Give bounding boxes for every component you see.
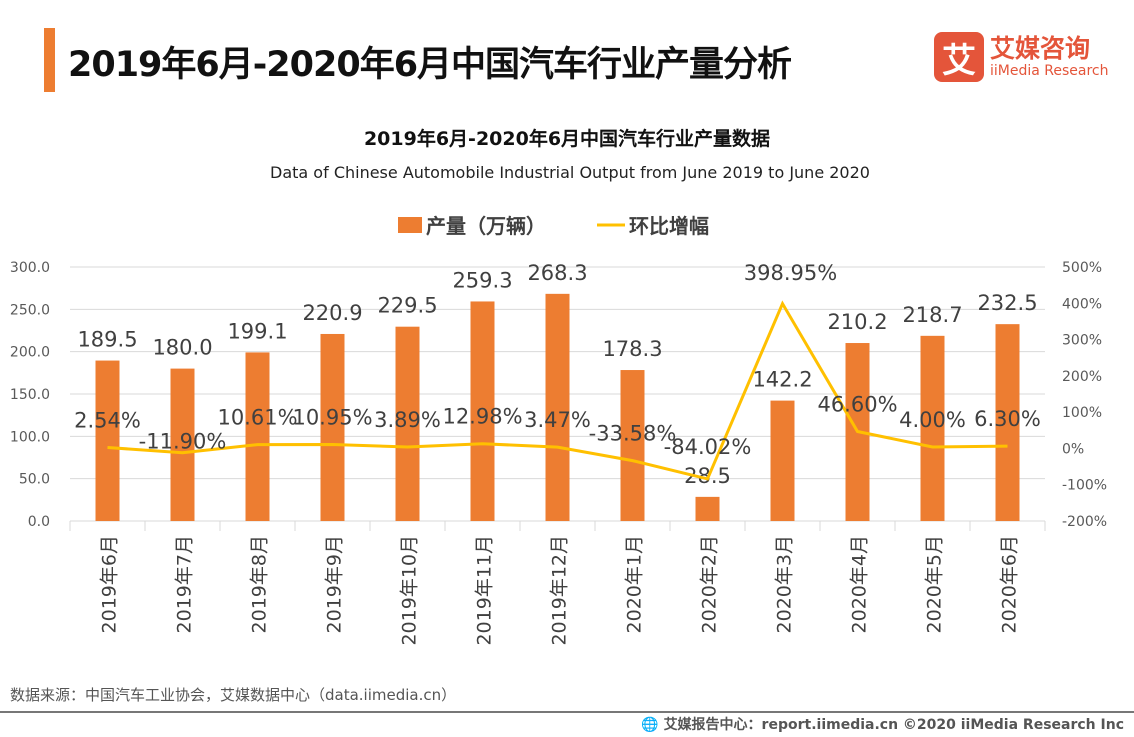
bar xyxy=(545,293,570,521)
line-data-label: -11.90% xyxy=(139,430,227,454)
x-tick-label: 2019年6月 xyxy=(99,535,121,633)
bar xyxy=(320,333,345,521)
x-tick-label: 2020年3月 xyxy=(774,535,796,633)
left-tick-label: 150.0 xyxy=(10,387,50,403)
right-tick-label: 400% xyxy=(1062,296,1102,312)
legend-bar-label: 产量（万辆） xyxy=(426,214,546,238)
x-tick-label: 2020年5月 xyxy=(924,535,946,633)
globe-icon: 🌐 xyxy=(641,717,664,733)
bar xyxy=(695,496,720,521)
x-tick-label: 2019年9月 xyxy=(324,535,346,633)
line-data-label: 398.95% xyxy=(744,261,837,285)
bar xyxy=(470,301,495,521)
logo-mark: 艾 xyxy=(934,32,984,82)
bar-data-label: 220.9 xyxy=(302,301,362,325)
title-accent-bar xyxy=(44,28,55,92)
line-data-label: 3.89% xyxy=(374,408,441,432)
bar xyxy=(245,352,270,521)
bar-data-label: 189.5 xyxy=(77,328,137,352)
bar-data-label: 268.3 xyxy=(527,261,587,285)
logo-en: iiMedia Research xyxy=(990,63,1109,79)
bar xyxy=(395,326,420,521)
line-data-label: 2.54% xyxy=(74,409,141,433)
right-tick-label: 200% xyxy=(1062,369,1102,385)
right-tick-label: 100% xyxy=(1062,405,1102,421)
right-tick-label: 0% xyxy=(1062,441,1084,457)
x-tick-label: 2020年6月 xyxy=(999,535,1021,633)
line-data-label: 12.98% xyxy=(442,405,522,429)
bar-data-label: 180.0 xyxy=(152,336,212,360)
line-data-label: 10.61% xyxy=(217,406,297,430)
x-tick-label: 2019年8月 xyxy=(249,535,271,633)
bar-data-label: 142.2 xyxy=(752,368,812,392)
x-tick-label: 2020年1月 xyxy=(624,535,646,633)
bar xyxy=(770,400,795,521)
footer-divider xyxy=(0,711,1134,713)
bar-data-label: 259.3 xyxy=(452,268,512,292)
right-tick-label: -100% xyxy=(1062,478,1107,494)
source-note: 数据来源：中国汽车工业协会，艾媒数据中心（data.iimedia.cn） xyxy=(10,686,457,704)
line-data-label: 3.47% xyxy=(524,408,591,432)
bar-data-label: 229.5 xyxy=(377,294,437,318)
bar-data-label: 232.5 xyxy=(977,291,1037,315)
bar xyxy=(995,324,1020,521)
line-data-label: 46.60% xyxy=(817,393,897,417)
x-tick-label: 2019年12月 xyxy=(549,535,571,646)
page-title: 2019年6月-2020年6月中国汽车行业产量分析 xyxy=(68,45,792,85)
bar xyxy=(620,370,645,521)
legend-bar-swatch xyxy=(398,217,422,233)
chart: 0.0 50.0 100.0 150.0 200.0 250.0 300.0 -200% -10… xyxy=(10,214,1107,646)
right-tick-label: -200% xyxy=(1062,514,1107,530)
x-tick-label: 2019年10月 xyxy=(399,535,421,646)
line-data-label: 10.95% xyxy=(292,405,372,429)
legend-line-label: 环比增幅 xyxy=(629,214,709,238)
logo: 艾 艾媒咨询 iiMedia Research xyxy=(934,32,1109,82)
right-tick-label: 300% xyxy=(1062,333,1102,349)
line-data-label: -84.02% xyxy=(664,435,752,459)
x-tick-label: 2019年11月 xyxy=(474,535,496,646)
logo-cn: 艾媒咨询 xyxy=(990,34,1091,63)
bar xyxy=(170,368,195,521)
left-tick-label: 200.0 xyxy=(10,345,50,361)
x-tick-label: 2020年4月 xyxy=(849,535,871,633)
bar xyxy=(95,360,120,521)
line-data-label: 6.30% xyxy=(974,407,1041,431)
bar-data-label: 199.1 xyxy=(227,319,287,343)
left-tick-label: 100.0 xyxy=(10,429,50,445)
bar xyxy=(920,335,945,521)
bar-data-label: 178.3 xyxy=(602,337,662,361)
footer-copyright: 🌐 艾媒报告中心：report.iimedia.cn ©2020 iiMedia… xyxy=(641,714,1124,734)
left-tick-label: 50.0 xyxy=(19,472,50,488)
bar-data-label: 210.2 xyxy=(827,310,887,334)
x-tick-label: 2019年7月 xyxy=(174,535,196,633)
footer-text: 艾媒报告中心：report.iimedia.cn ©2020 iiMedia R… xyxy=(663,717,1124,733)
bar-data-label: 218.7 xyxy=(902,303,962,327)
left-tick-label: 0.0 xyxy=(28,514,50,530)
left-tick-label: 250.0 xyxy=(10,302,50,318)
line-data-label: 4.00% xyxy=(899,408,966,432)
right-tick-label: 500% xyxy=(1062,260,1102,276)
chart-subtitle: Data of Chinese Automobile Industrial Ou… xyxy=(270,163,870,182)
x-tick-label: 2020年2月 xyxy=(699,535,721,633)
chart-title: 2019年6月-2020年6月中国汽车行业产量数据 xyxy=(363,128,771,150)
left-tick-label: 300.0 xyxy=(10,260,50,276)
line-series xyxy=(107,300,1008,481)
line-data-label: -33.58% xyxy=(589,422,677,446)
